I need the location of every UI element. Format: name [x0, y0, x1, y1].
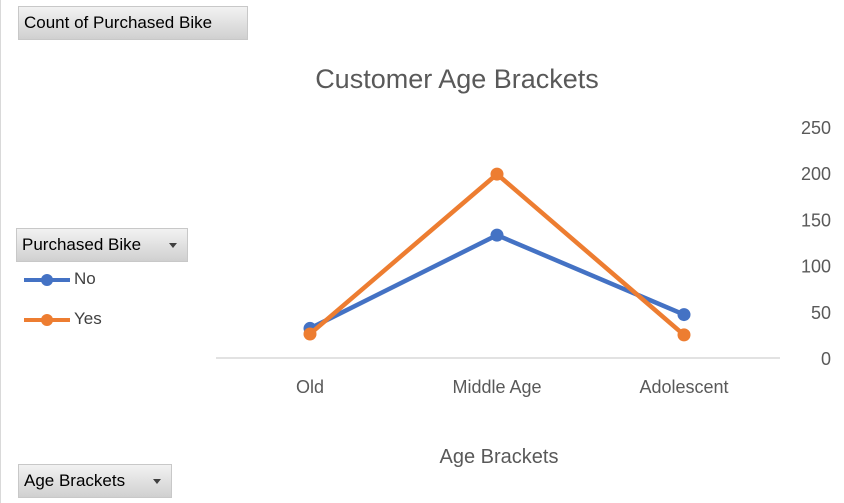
- y-tick-label: 250: [801, 118, 831, 138]
- sheet-left-border: [0, 0, 1, 503]
- x-tick-label: Adolescent: [639, 377, 728, 397]
- data-point-yes[interactable]: [490, 167, 504, 181]
- legend-label-no: No: [74, 269, 96, 288]
- values-field-button[interactable]: Count of Purchased Bike: [18, 6, 248, 40]
- x-axis-title: Age Brackets: [440, 446, 559, 468]
- data-point-yes[interactable]: [677, 328, 691, 342]
- axis-field-button[interactable]: Age Brackets: [18, 464, 172, 498]
- legend-marker-yes-icon: [24, 314, 70, 326]
- series-line-no[interactable]: [308, 232, 685, 331]
- values-field-label: Count of Purchased Bike: [24, 13, 213, 32]
- series-layer: [303, 167, 691, 342]
- series-line-yes[interactable]: [308, 171, 686, 337]
- x-tick-label: Middle Age: [452, 377, 541, 397]
- legend-label-yes: Yes: [74, 309, 102, 328]
- chart-title: Customer Age Brackets: [315, 64, 599, 94]
- dropdown-arrow-icon[interactable]: [169, 243, 177, 248]
- legend-marker-no-icon: [24, 274, 70, 286]
- data-point-no[interactable]: [677, 308, 691, 322]
- y-axis-ticks: 0 50 100 150 200 250: [801, 118, 831, 369]
- data-point-yes[interactable]: [303, 327, 317, 341]
- y-tick-label: 0: [821, 349, 831, 369]
- y-tick-label: 100: [801, 257, 831, 277]
- x-tick-label: Old: [296, 377, 324, 397]
- data-point-no[interactable]: [490, 228, 504, 242]
- x-axis-ticks: Old Middle Age Adolescent: [296, 377, 729, 397]
- y-tick-label: 150: [801, 210, 831, 230]
- legend-field-label: Purchased Bike: [22, 235, 142, 254]
- y-tick-label: 200: [801, 164, 831, 184]
- legend-field-button[interactable]: Purchased Bike: [16, 228, 188, 262]
- y-tick-label: 50: [811, 303, 831, 323]
- dropdown-arrow-icon[interactable]: [153, 479, 161, 484]
- axis-field-label: Age Brackets: [24, 471, 126, 490]
